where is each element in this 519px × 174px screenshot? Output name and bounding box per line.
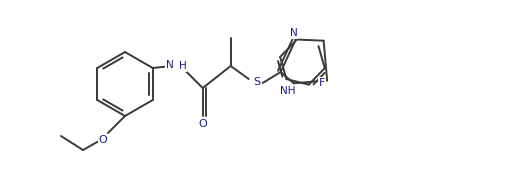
Text: H: H: [179, 61, 186, 71]
Text: NH: NH: [280, 86, 295, 96]
Text: N: N: [290, 29, 297, 38]
Text: F: F: [319, 78, 325, 88]
Text: O: O: [198, 119, 207, 129]
Text: N: N: [166, 60, 174, 70]
Text: O: O: [99, 135, 107, 145]
Text: S: S: [253, 77, 260, 87]
